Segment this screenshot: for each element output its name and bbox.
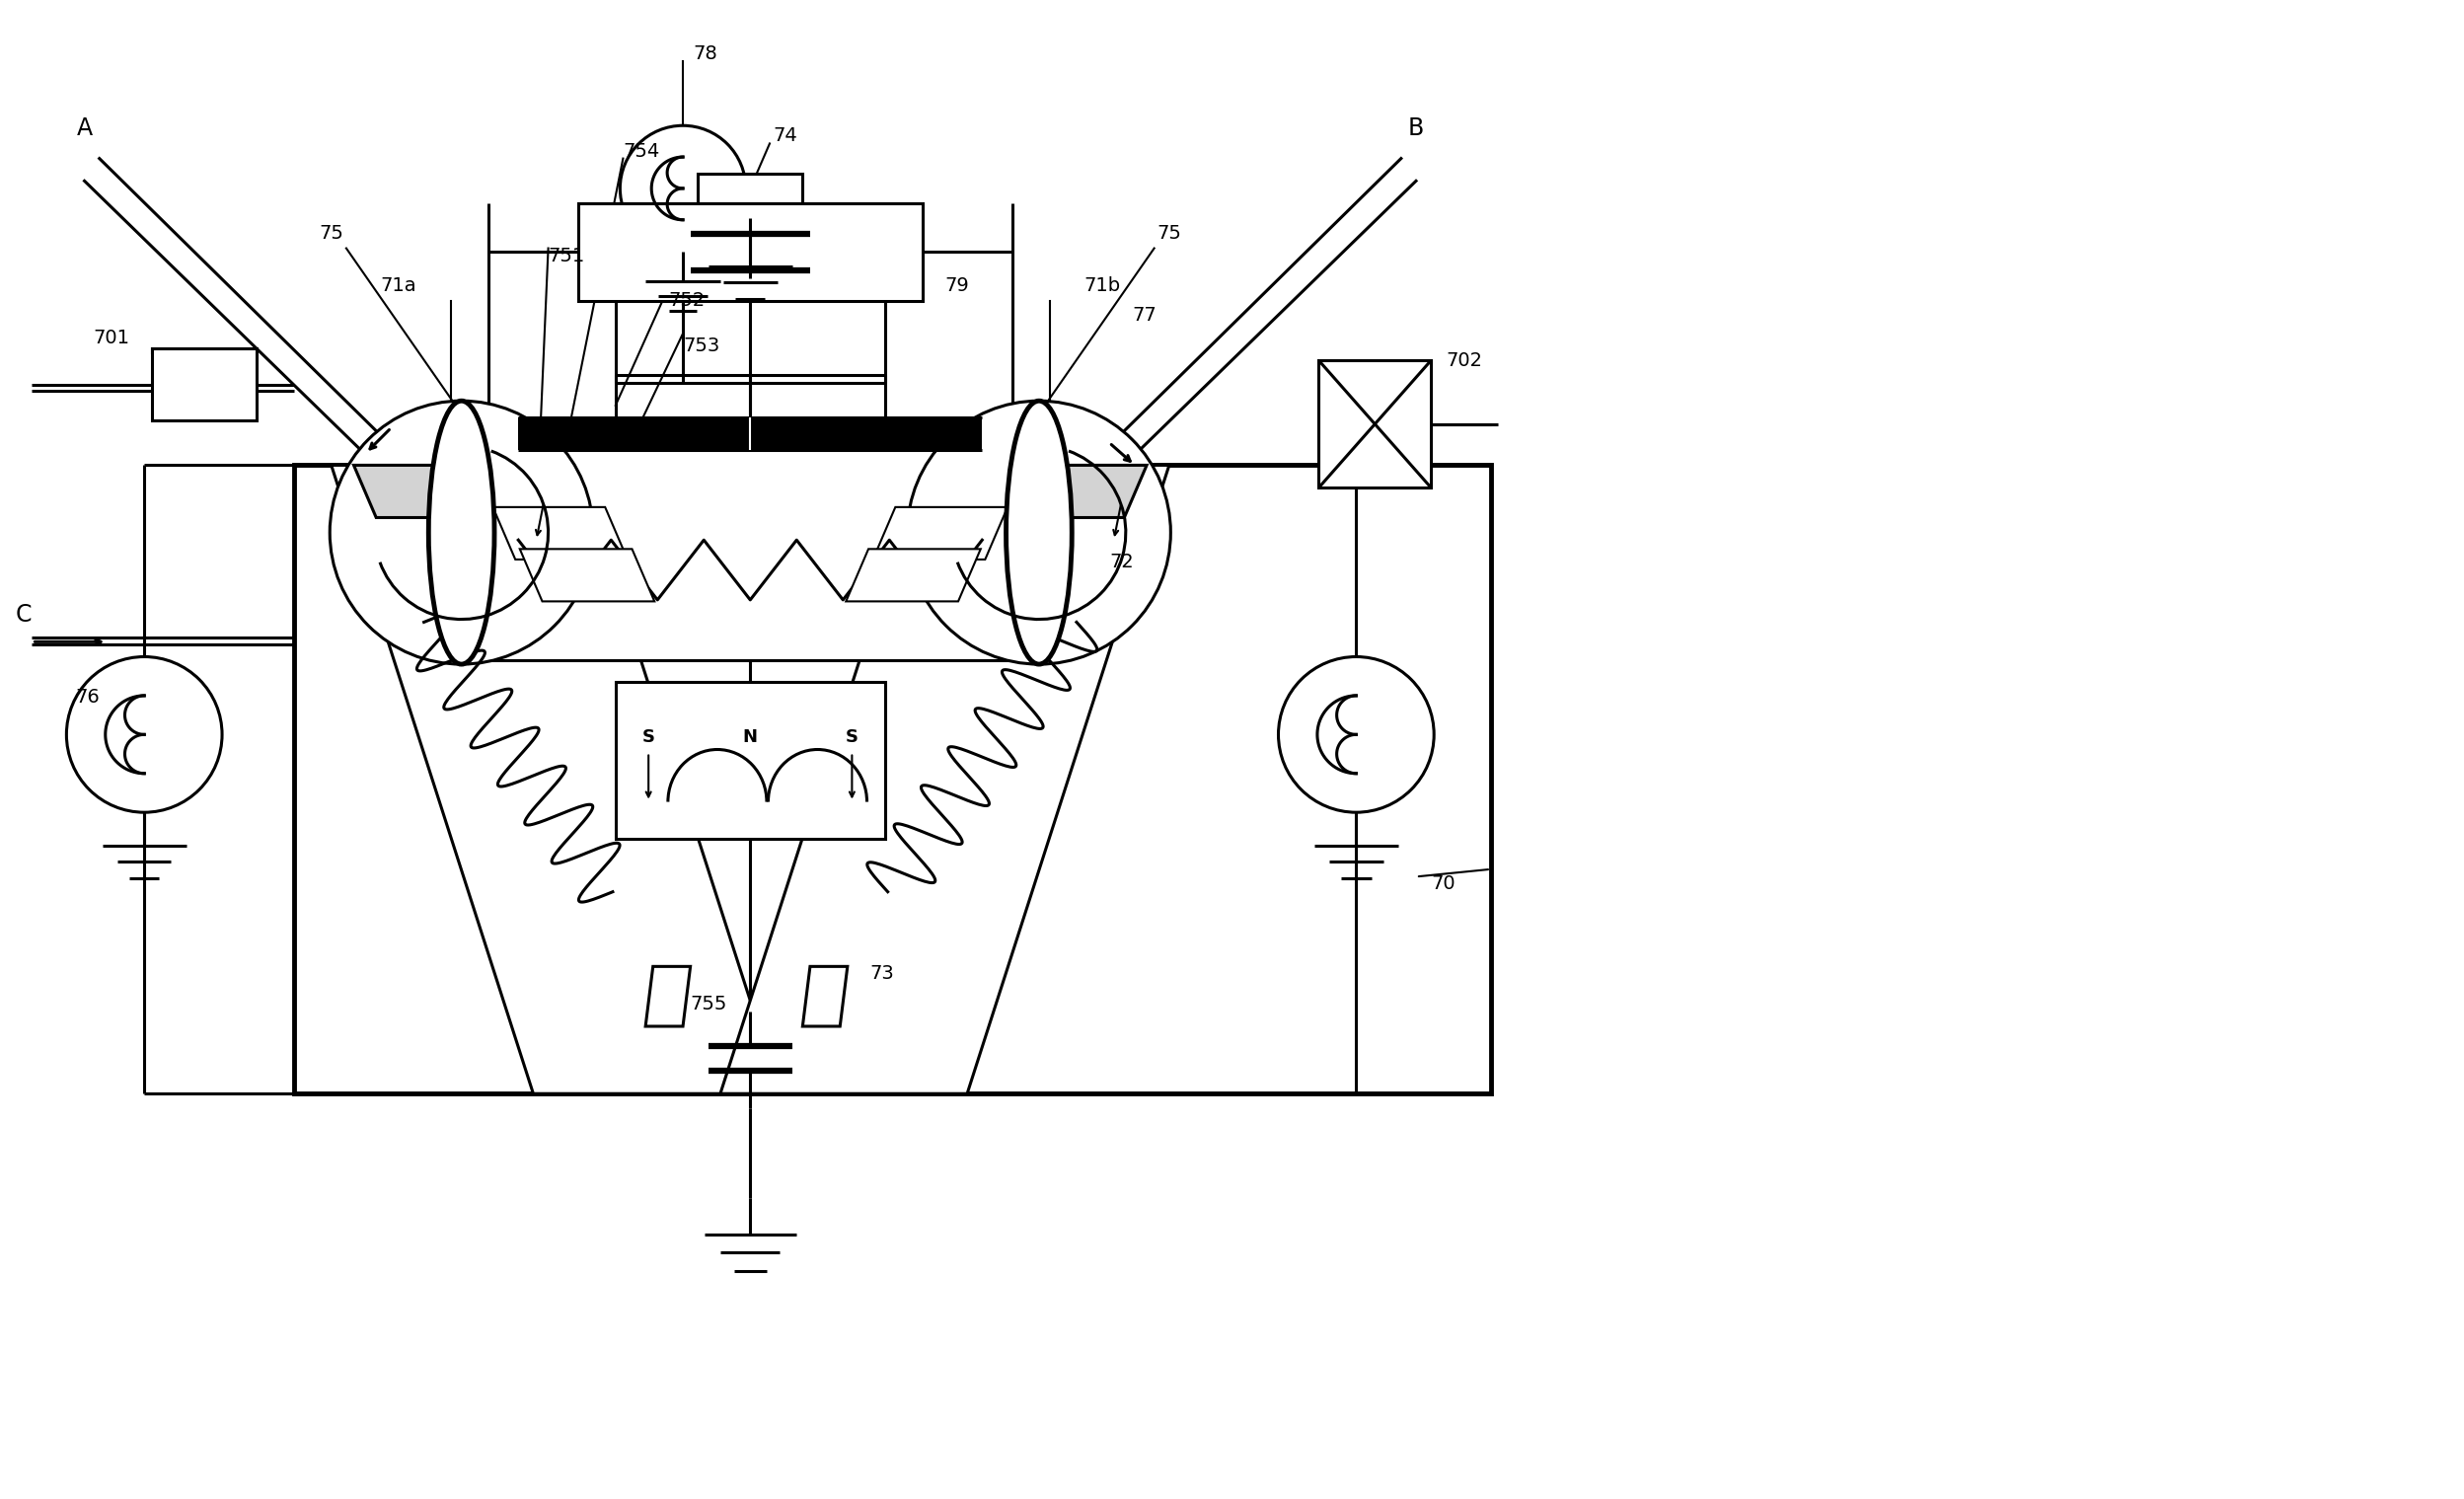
- Text: 75: 75: [1158, 223, 1180, 243]
- Text: 701: 701: [94, 328, 128, 348]
- Bar: [697, 174, 803, 234]
- Bar: [293, 465, 1491, 1094]
- Polygon shape: [845, 549, 981, 601]
- Circle shape: [907, 400, 1170, 664]
- Polygon shape: [1035, 465, 1146, 517]
- Text: 70: 70: [1432, 875, 1456, 893]
- Polygon shape: [803, 967, 848, 1027]
- Text: 71a: 71a: [379, 276, 416, 295]
- Polygon shape: [330, 465, 781, 1094]
- Ellipse shape: [1005, 400, 1072, 664]
- Polygon shape: [646, 967, 690, 1027]
- Bar: [579, 204, 922, 301]
- Circle shape: [330, 400, 594, 664]
- Text: A: A: [76, 117, 91, 141]
- Bar: [153, 348, 256, 420]
- Bar: [517, 417, 983, 450]
- Ellipse shape: [429, 400, 495, 664]
- Polygon shape: [466, 465, 601, 517]
- Text: S: S: [643, 729, 655, 747]
- Text: 755: 755: [690, 994, 727, 1013]
- Bar: [1318, 360, 1432, 487]
- Bar: [473, 427, 1027, 660]
- Text: 754: 754: [623, 141, 660, 160]
- Text: 76: 76: [74, 688, 99, 706]
- Polygon shape: [520, 549, 655, 601]
- Circle shape: [67, 657, 222, 812]
- Circle shape: [1279, 657, 1434, 812]
- Text: 753: 753: [683, 336, 719, 355]
- Polygon shape: [872, 507, 1008, 559]
- Text: 75: 75: [318, 223, 342, 243]
- Text: B: B: [1407, 117, 1424, 141]
- Text: 751: 751: [549, 246, 584, 265]
- Polygon shape: [719, 465, 1168, 1094]
- Text: S: S: [845, 729, 857, 747]
- Text: 72: 72: [1109, 553, 1133, 571]
- Text: 79: 79: [944, 276, 968, 295]
- Polygon shape: [899, 465, 1035, 517]
- Text: 702: 702: [1446, 351, 1483, 370]
- Text: 752: 752: [668, 291, 705, 310]
- Text: N: N: [742, 729, 756, 747]
- Text: C: C: [15, 603, 32, 627]
- Polygon shape: [355, 465, 466, 517]
- Text: 74: 74: [774, 126, 796, 145]
- Circle shape: [621, 126, 747, 252]
- Bar: [616, 682, 885, 839]
- Text: 73: 73: [870, 964, 894, 983]
- Text: 71b: 71b: [1084, 276, 1121, 295]
- Text: 78: 78: [692, 45, 717, 63]
- Text: 77: 77: [1131, 306, 1156, 325]
- Polygon shape: [493, 507, 628, 559]
